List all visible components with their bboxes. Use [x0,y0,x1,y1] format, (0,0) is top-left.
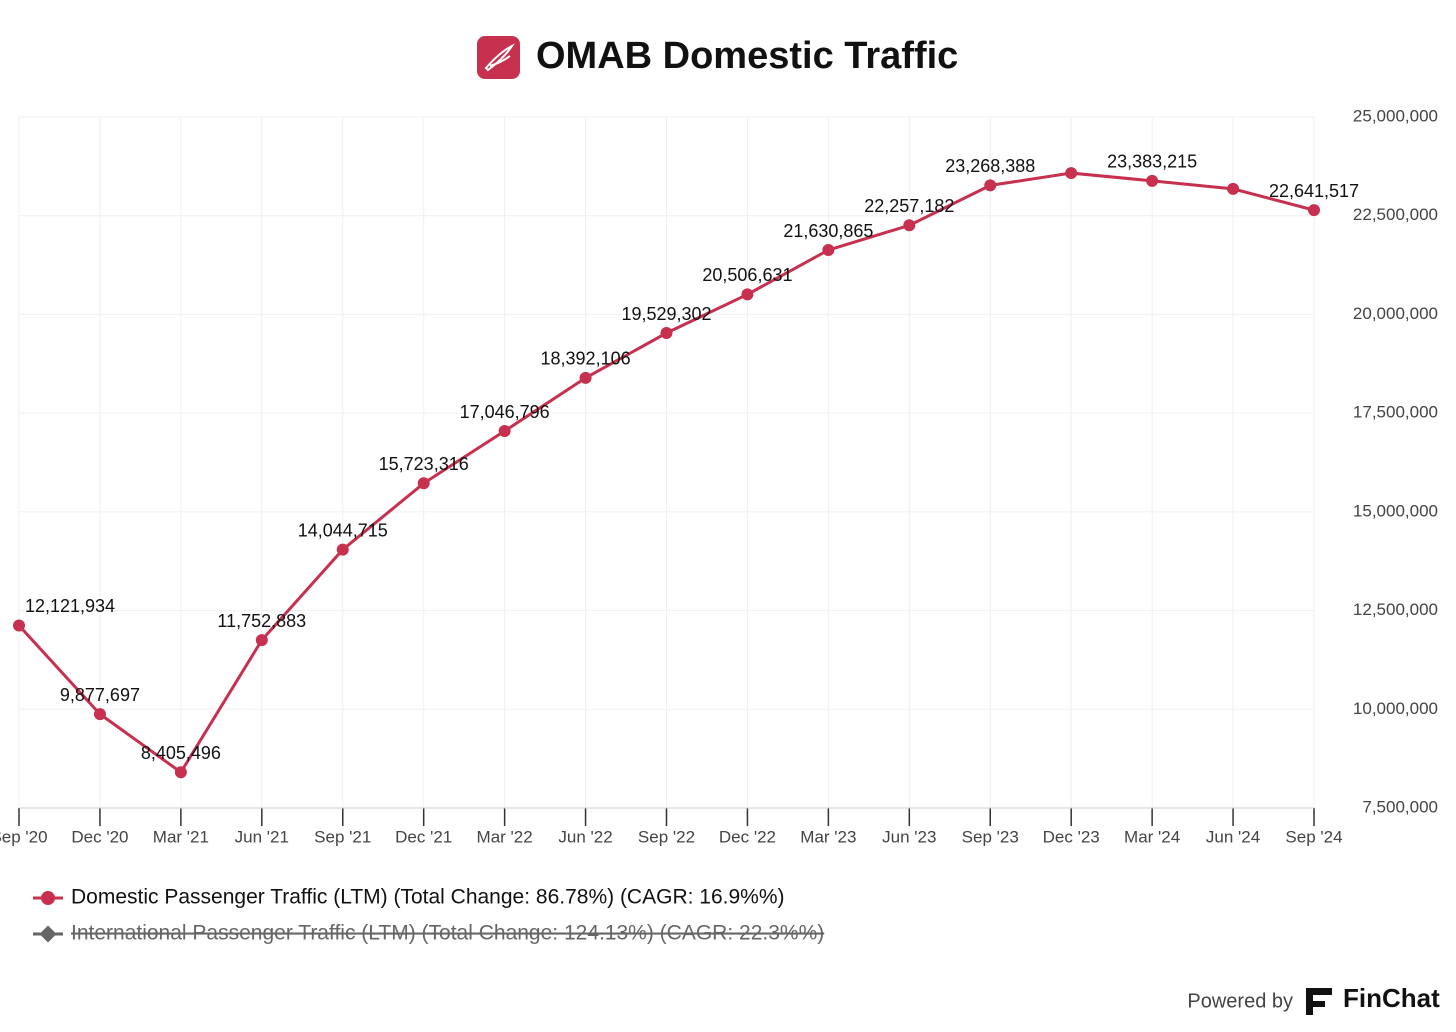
data-point [417,477,430,490]
y-tick-label: 10,000,000 [1353,699,1438,718]
data-point [1308,204,1320,217]
data-label: 23,268,388 [945,156,1035,176]
y-tick-label: 25,000,000 [1353,106,1438,125]
brand-logo [1306,988,1332,1015]
data-label: 14,044,715 [298,520,388,540]
x-tick-label: Sep '23 [962,827,1019,846]
logo-mark [484,43,515,72]
x-tick-label: Mar '24 [1124,827,1180,846]
data-label: 15,723,316 [379,454,469,474]
logo [477,36,520,79]
data-label: 9,877,697 [60,685,140,705]
data-point [498,425,511,438]
data-label: 21,630,865 [783,221,873,241]
data-label: 20,506,631 [702,265,792,285]
data-point [1227,182,1240,195]
data-point [984,179,997,192]
data-point [660,327,673,340]
data-point [93,708,106,721]
data-label: 23,383,215 [1107,152,1197,172]
data-label: 8,405,496 [141,743,221,763]
x-tick-label: Jun '24 [1206,827,1260,846]
x-tick-label: Sep '22 [638,827,695,846]
x-tick-label: Dec '20 [71,827,128,846]
data-point [13,619,25,632]
y-tick-label: 12,500,000 [1353,600,1438,619]
y-tick-label: 15,000,000 [1353,501,1438,520]
x-tick-label: Jun '23 [882,827,936,846]
data-point [741,288,754,301]
footer-prefix: Powered by [1187,990,1293,1012]
x-tick-label: Mar '22 [477,827,533,846]
legend-label: Domestic Passenger Traffic (LTM) (Total … [71,886,785,909]
data-point [255,634,268,647]
x-tick-label: Sep '24 [1285,827,1342,846]
data-label: 11,752,883 [217,611,306,631]
y-tick-label: 7,500,000 [1362,797,1438,816]
y-tick-label: 17,500,000 [1353,403,1438,422]
x-tick-label: Dec '21 [395,827,452,846]
data-point [336,543,349,556]
data-label: 17,046,796 [460,402,550,422]
data-point [174,766,187,779]
data-label: 22,641,517 [1269,181,1359,201]
x-tick-label: Jun '21 [235,827,289,846]
legend-marker [41,891,55,905]
x-tick-label: Mar '23 [800,827,856,846]
data-label: 18,392,106 [541,349,631,369]
footer-brand: FinChat [1343,983,1440,1013]
data-point [903,219,916,232]
y-tick-label: 22,500,000 [1353,205,1438,224]
x-tick-label: Sep '20 [0,827,48,846]
data-label: 12,121,934 [25,596,115,616]
y-tick-label: 20,000,000 [1353,304,1438,323]
x-tick-label: Dec '23 [1043,827,1100,846]
data-point [1146,174,1159,187]
data-point [579,371,592,384]
x-tick-label: Sep '21 [314,827,371,846]
x-tick-label: Dec '22 [719,827,776,846]
legend-marker [39,925,57,943]
data-point [822,244,835,257]
data-label: 19,529,302 [621,304,711,324]
data-point [1065,167,1078,180]
x-tick-label: Mar '21 [153,827,209,846]
data-label: 22,257,182 [864,196,954,216]
chart-title: OMAB Domestic Traffic [536,35,958,77]
x-tick-label: Jun '22 [558,827,612,846]
legend-label: International Passenger Traffic (LTM) (T… [71,922,824,945]
